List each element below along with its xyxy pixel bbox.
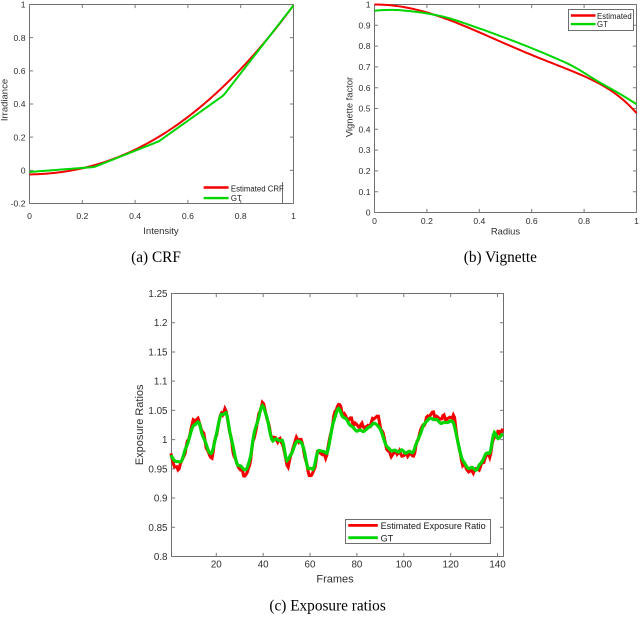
svg-text:1.1: 1.1 (154, 377, 168, 388)
svg-text:0.3: 0.3 (359, 145, 371, 155)
svg-text:0: 0 (372, 216, 377, 226)
svg-text:Irradiance: Irradiance (0, 79, 11, 121)
svg-text:0.4: 0.4 (473, 216, 485, 226)
svg-text:1: 1 (634, 216, 639, 226)
svg-text:0: 0 (366, 208, 371, 218)
svg-text:(c) Exposure ratios: (c) Exposure ratios (269, 598, 385, 615)
svg-text:GT: GT (597, 20, 608, 29)
svg-text:0.2: 0.2 (14, 132, 26, 142)
svg-text:Estimated: Estimated (597, 12, 632, 21)
svg-text:0.6: 0.6 (182, 211, 194, 221)
svg-text:0.85: 0.85 (148, 523, 168, 534)
svg-text:40: 40 (258, 560, 269, 571)
svg-text:0.2: 0.2 (421, 216, 433, 226)
svg-text:0.9: 0.9 (154, 494, 168, 505)
svg-text:Vignette factor: Vignette factor (344, 77, 355, 137)
svg-text:0: 0 (21, 165, 26, 175)
svg-text:120: 120 (443, 560, 460, 571)
svg-text:1: 1 (21, 0, 26, 10)
svg-text:140: 140 (489, 560, 506, 571)
svg-text:Intensity: Intensity (143, 226, 179, 237)
svg-text:0.4: 0.4 (359, 124, 371, 134)
svg-text:(b) Vignette: (b) Vignette (464, 249, 537, 266)
svg-text:GT: GT (231, 194, 242, 203)
svg-text:1.05: 1.05 (148, 406, 168, 417)
svg-text:-0.2: -0.2 (11, 199, 26, 209)
svg-text:Estimated Exposure Ratio: Estimated Exposure Ratio (381, 521, 486, 531)
svg-text:1.2: 1.2 (154, 318, 168, 329)
svg-text:(a) CRF: (a) CRF (131, 249, 181, 266)
svg-text:1.25: 1.25 (148, 289, 168, 300)
svg-text:0.4: 0.4 (14, 99, 26, 109)
svg-text:0.8: 0.8 (578, 216, 590, 226)
svg-text:0.2: 0.2 (359, 166, 371, 176)
svg-text:0.95: 0.95 (148, 464, 168, 475)
svg-text:0: 0 (27, 211, 32, 221)
svg-text:80: 80 (351, 560, 362, 571)
svg-text:Radius: Radius (491, 226, 520, 237)
svg-text:0.6: 0.6 (526, 216, 538, 226)
svg-text:0.8: 0.8 (235, 211, 247, 221)
svg-text:20: 20 (211, 560, 222, 571)
svg-text:1: 1 (162, 435, 167, 446)
svg-text:Estimated CRF: Estimated CRF (231, 184, 284, 193)
svg-text:0.8: 0.8 (14, 33, 26, 43)
svg-text:0.6: 0.6 (359, 83, 371, 93)
svg-text:0.6: 0.6 (14, 66, 26, 76)
svg-text:1.15: 1.15 (148, 347, 168, 358)
svg-text:0.7: 0.7 (359, 62, 371, 72)
svg-text:60: 60 (305, 560, 316, 571)
svg-text:1: 1 (291, 211, 296, 221)
svg-text:0.9: 0.9 (359, 20, 371, 30)
svg-text:GT: GT (381, 533, 394, 543)
svg-text:Exposure Ratios: Exposure Ratios (134, 384, 146, 465)
svg-text:0.8: 0.8 (154, 552, 168, 563)
svg-text:0.1: 0.1 (359, 187, 371, 197)
svg-text:100: 100 (396, 560, 413, 571)
svg-text:0.2: 0.2 (76, 211, 88, 221)
svg-text:0.5: 0.5 (359, 104, 371, 114)
svg-text:1: 1 (366, 0, 371, 10)
svg-text:0.8: 0.8 (359, 41, 371, 51)
svg-text:0.4: 0.4 (129, 211, 141, 221)
svg-text:Frames: Frames (316, 574, 354, 586)
